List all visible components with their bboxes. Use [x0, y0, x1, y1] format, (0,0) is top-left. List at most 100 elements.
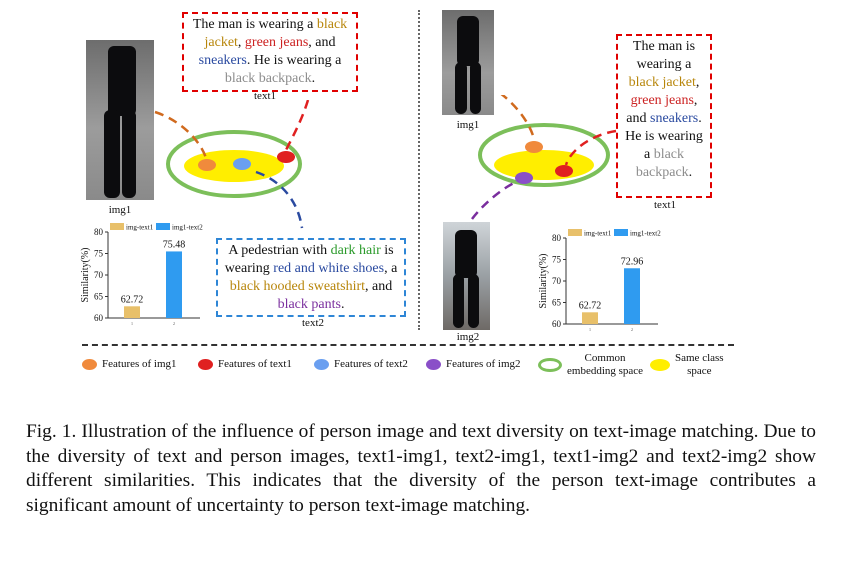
chart-right-ytick-label: 80 [552, 233, 562, 243]
img1-label-left: img1 [108, 204, 132, 216]
connector-text2-left [255, 170, 304, 229]
legend-item-img1: Features of img1 [82, 358, 177, 370]
chart-left-ytick-label: 70 [94, 270, 104, 280]
feature-text1-left [277, 151, 295, 163]
embedding-diagram-left [154, 100, 310, 229]
text1-right-segment: The man is wearing a [632, 39, 696, 72]
chart-left-category-2: 2 [173, 321, 175, 326]
feature-img1-left [198, 159, 216, 171]
embedding-diagram-right [471, 95, 617, 220]
chart-left-ytick-label: 75 [94, 249, 104, 259]
img1-photo-left [86, 40, 154, 200]
legend-item-img2: Features of img2 [426, 358, 521, 370]
chart-left-legend-label-1: img-text1 [126, 224, 154, 232]
text1-right-segment: black jacket [628, 75, 696, 90]
img2-photo-right [443, 222, 490, 330]
panel-divider [418, 10, 420, 330]
text1-left-segment: , [237, 35, 245, 50]
legend-label-common-space-line1: Common [584, 352, 626, 364]
text1-right-segment: green jeans [630, 93, 694, 108]
chart-left-bar-1 [124, 306, 140, 318]
chart-right-legend-label-1: img-text1 [584, 230, 612, 238]
text1-left-segment: . [311, 71, 316, 86]
similarity-chart-right: 60 65 70 75 80 Similarity(%) 62.72 1 72.96 2 img-t… [538, 229, 661, 332]
legend-label-same-class-line2: space [687, 365, 712, 377]
text1-right-segment: black backpack [635, 147, 689, 180]
chart-right-ytick-label: 75 [552, 255, 562, 265]
connector-img1-left [154, 110, 208, 159]
legend-label-text1: Features of text1 [218, 358, 292, 370]
text2-left-segment: , a [384, 261, 398, 276]
img1-photo-right [442, 10, 494, 115]
feature-img1-right [525, 141, 543, 153]
legend-item-text2: Features of text2 [314, 358, 408, 370]
text2-box-left: A pedestrian with dark hair is wearing r… [216, 238, 406, 317]
text2-left-segment: . [340, 297, 345, 312]
text2-label-left: text2 [302, 317, 324, 329]
text1-box-left: The man is wearing a black jacket, green… [182, 12, 358, 92]
chart-left-bar-value-2: 75.48 [163, 239, 186, 250]
chart-right-ylabel: Similarity(%) [538, 254, 549, 309]
chart-right-ytick-label: 65 [552, 298, 562, 308]
legend-swatch-text2 [314, 358, 329, 370]
chart-right-legend-label-2: img1-text2 [630, 230, 661, 238]
figure-caption: Fig. 1. Illustration of the influence of… [26, 421, 816, 516]
text1-left-segment: green jeans [244, 35, 309, 50]
chart-left-ytick-label: 60 [94, 313, 104, 323]
legend-label-img1: Features of img1 [102, 358, 177, 370]
legend-label-text2: Features of text2 [334, 358, 408, 370]
text1-left-segment: sneakers [198, 53, 247, 68]
connector-text1-left [284, 100, 310, 151]
chart-right-category-1: 1 [589, 327, 591, 332]
chart-right-legend-swatch-1 [568, 229, 582, 236]
legend-swatch-img1 [82, 358, 97, 370]
chart-left-ytick-label: 65 [94, 292, 104, 302]
connector-text1-right [564, 129, 617, 166]
chart-right-category-2: 2 [631, 327, 633, 332]
chart-right-legend-swatch-2 [614, 229, 628, 236]
connector-img1-right [500, 95, 536, 140]
legend-swatch-text1 [198, 358, 213, 370]
chart-right-bar-value-2: 72.96 [621, 256, 644, 267]
text2-left-segment: dark hair [330, 243, 381, 258]
text2-left-segment: black hooded sweatshirt [229, 279, 366, 294]
text1-left-segment: . He is wearing a [246, 53, 342, 68]
text1-label-left: text1 [254, 90, 276, 102]
text2-left-segment: A pedestrian with [228, 243, 331, 258]
chart-left-legend-swatch-2 [156, 223, 170, 230]
text2-left-segment: black pants [277, 297, 341, 312]
legend-separator [82, 344, 734, 346]
same-class-space-right [494, 150, 594, 180]
text2-left-segment: , and [365, 279, 393, 294]
chart-left-category-1: 1 [131, 321, 133, 326]
legend-item-common-space: Common embedding space [538, 352, 643, 378]
img1-label-right: img1 [456, 119, 480, 131]
text1-right-segment: . He is wearing a [625, 111, 703, 162]
text1-right-segment: sneakers [650, 111, 699, 126]
text1-right-segment: , and [626, 93, 698, 126]
legend-item-text1: Features of text1 [198, 358, 292, 370]
chart-right-ytick-label: 70 [552, 276, 562, 286]
legend-item-same-class: Same class space [650, 352, 724, 378]
chart-left-bar-value-1: 62.72 [121, 294, 144, 305]
chart-right-ytick-label: 60 [552, 319, 562, 329]
chart-left-ylabel: Similarity(%) [80, 248, 91, 303]
feature-text1-right [555, 165, 573, 177]
chart-left-legend-swatch-1 [110, 223, 124, 230]
text2-left-segment: red and white shoes [273, 261, 385, 276]
text2-left-segment: is wearing [224, 243, 394, 276]
legend-label-common-space-line2: embedding space [567, 365, 644, 377]
text1-left-segment: , and [308, 35, 336, 50]
legend: Features of img1 Features of text1 Featu… [80, 352, 740, 392]
chart-right-bar-1 [582, 312, 598, 324]
legend-swatch-img2 [426, 358, 441, 370]
text1-left-segment: black backpack [224, 71, 312, 86]
legend-swatch-same-class [650, 359, 670, 371]
feature-text2-left [233, 158, 251, 170]
connector-img2-right [471, 179, 519, 220]
chart-right-bar-2 [624, 268, 640, 324]
chart-left-bar-2 [166, 251, 182, 318]
similarity-chart-left: 60 65 70 75 80 Similarity(%) 62.72 1 75.48 2 img-t… [80, 223, 203, 326]
text1-right-segment: . [688, 165, 693, 180]
text1-box-right: The man is wearing a black jacket, green… [616, 34, 712, 198]
